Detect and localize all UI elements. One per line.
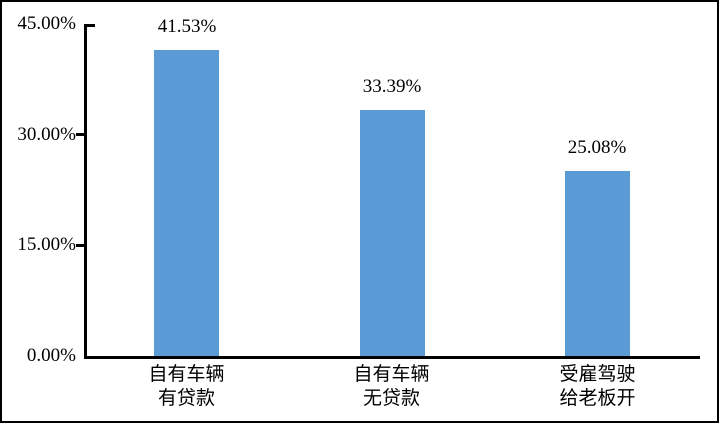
category-label-line: 自有车辆 [148, 364, 225, 385]
category-label: 自有车辆 有贷款 [84, 363, 289, 411]
y-tick-mark [84, 24, 95, 27]
bar [565, 171, 630, 356]
bar-value-label: 33.39% [362, 76, 422, 97]
y-tick-mark [76, 133, 84, 136]
category-label: 受雇驾驶 给老板开 [495, 363, 700, 411]
category-label-line: 有贷款 [157, 388, 215, 409]
bar [360, 110, 425, 356]
category-label-line: 无贷款 [362, 388, 420, 409]
y-tick-label: 15.00% [17, 234, 76, 256]
y-tick-label: 0.00% [26, 345, 76, 366]
y-tick-label: 45.00% [17, 13, 76, 34]
category-label-line: 受雇驾驶 [559, 364, 636, 385]
category-label-line: 给老板开 [559, 388, 636, 409]
bar [154, 50, 219, 356]
y-tick-mark [76, 244, 84, 247]
category-label-line: 自有车辆 [353, 364, 430, 385]
y-axis-line [84, 24, 87, 359]
bar-value-label: 41.53% [157, 16, 217, 37]
x-axis-line [84, 356, 700, 359]
category-label: 自有车辆 无贷款 [289, 363, 494, 411]
bar-value-label: 25.08% [567, 137, 627, 158]
y-tick-label: 30.00% [17, 123, 76, 145]
